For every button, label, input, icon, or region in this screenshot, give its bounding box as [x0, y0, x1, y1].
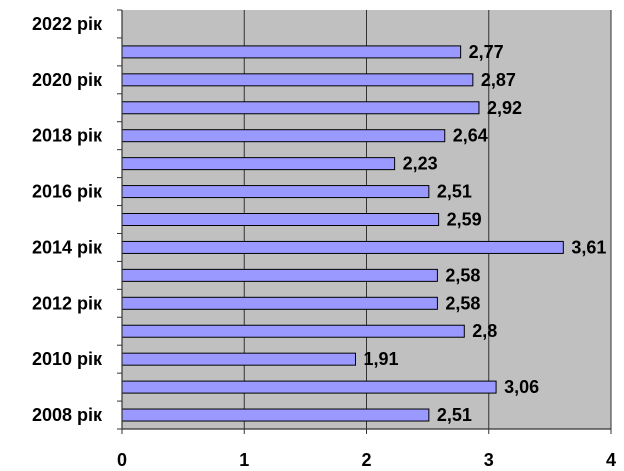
- y-tick-label: 2012 рік: [32, 293, 103, 313]
- y-tick-label: 2018 рік: [32, 126, 103, 146]
- y-tick-label: 2008 рік: [32, 405, 103, 425]
- bar: [121, 296, 438, 310]
- bar: [121, 73, 474, 87]
- axes: [117, 9, 611, 430]
- y-tick-label: 2022 рік: [32, 14, 103, 34]
- x-tick-label: 1: [239, 450, 249, 470]
- y-tick-label: 2014 рік: [32, 237, 103, 257]
- data-label: 3,61: [571, 237, 606, 257]
- data-label: 2,87: [481, 70, 516, 90]
- x-tick-label: 0: [117, 450, 127, 470]
- data-label: 2,58: [445, 293, 480, 313]
- data-label: 2,8: [472, 321, 497, 341]
- data-labels: 2,51 3,06 1,91 2,8 2,58 2,58 3,61 2,59 2,51 2,23 2…: [363, 42, 606, 425]
- data-label: 2,58: [445, 265, 480, 285]
- bar: [121, 408, 430, 422]
- x-tick-label: 2: [361, 450, 371, 470]
- bar: [121, 268, 438, 282]
- data-label: 2,23: [403, 154, 438, 174]
- bar: [121, 157, 396, 171]
- data-label: 2,59: [447, 210, 482, 230]
- data-label: 2,64: [453, 126, 488, 146]
- bar: [121, 185, 430, 199]
- data-label: 2,51: [437, 405, 472, 425]
- bar: [121, 240, 564, 254]
- x-axis-labels: 0 1 2 3 4: [117, 450, 616, 470]
- y-tick-label: 2016 рік: [32, 182, 103, 202]
- y-tick-label: 2020 рік: [32, 70, 103, 90]
- y-axis-labels: 2008 рік 2010 рік 2012 рік 2014 рік 2016 рік…: [32, 14, 103, 425]
- bar: [121, 380, 497, 394]
- bar: [121, 129, 446, 143]
- bar: [121, 213, 440, 226]
- data-label: 1,91: [363, 349, 398, 369]
- data-label: 2,51: [437, 182, 472, 202]
- x-tick-label: 4: [606, 450, 616, 470]
- y-tick-label: 2010 рік: [32, 349, 103, 369]
- x-tick-label: 3: [484, 450, 494, 470]
- bar: [121, 352, 356, 366]
- data-label: 2,77: [469, 42, 504, 62]
- data-label: 2,92: [487, 98, 522, 118]
- data-label: 3,06: [504, 377, 539, 397]
- bar: [121, 324, 465, 338]
- bar: [121, 101, 480, 115]
- bar: [121, 45, 462, 59]
